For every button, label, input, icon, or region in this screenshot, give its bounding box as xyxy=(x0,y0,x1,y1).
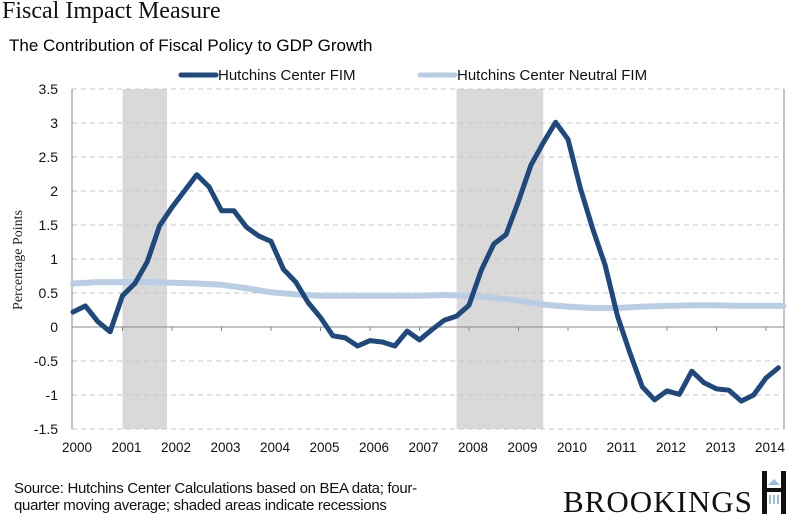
x-tick-label: 2005 xyxy=(310,439,340,455)
x-tick-label: 2007 xyxy=(409,439,439,455)
brookings-logo-icon xyxy=(762,471,786,514)
source-line-2: quarter moving average; shaded areas ind… xyxy=(14,497,387,514)
page-title: Fiscal Impact Measure xyxy=(2,0,221,24)
brookings-wordmark: BROOKINGS xyxy=(563,484,753,519)
x-tick-label: 2000 xyxy=(62,439,92,455)
y-tick-label: -1.5 xyxy=(34,421,58,437)
x-tick-label: 2011 xyxy=(607,439,637,455)
chart-title: The Contribution of Fiscal Policy to GDP… xyxy=(9,36,373,55)
y-tick-label: 2 xyxy=(50,183,58,199)
x-tick-label: 2001 xyxy=(112,439,142,455)
y-tick-label: 3 xyxy=(50,115,58,131)
x-tick-label: 2006 xyxy=(359,439,389,455)
x-tick-label: 2004 xyxy=(260,439,290,455)
series-lines xyxy=(70,119,787,404)
y-axis-label: Percentage Points xyxy=(11,210,26,310)
x-tick-label: 2014 xyxy=(755,439,785,455)
series-line-neutral-fim xyxy=(70,279,787,311)
y-tick-label: 0 xyxy=(50,319,58,335)
source-line-1: Source: Hutchins Center Calculations bas… xyxy=(14,480,417,497)
x-tick-label: 2012 xyxy=(656,439,686,455)
series-line-fim xyxy=(70,119,781,404)
x-tick-label: 2002 xyxy=(161,439,191,455)
legend-label: Hutchins Center FIM xyxy=(218,67,356,84)
legend-label: Hutchins Center Neutral FIM xyxy=(457,67,647,84)
x-tick-label: 2009 xyxy=(508,439,538,455)
y-tick-label: 0.5 xyxy=(39,285,59,301)
y-tick-label: 1.5 xyxy=(39,217,59,233)
gridlines xyxy=(72,88,784,430)
y-tick-label: 1 xyxy=(50,251,58,267)
legend: Hutchins Center FIM Hutchins Center Neutr… xyxy=(178,67,647,84)
x-tick-label: 2013 xyxy=(706,439,736,455)
x-tick-label: 2010 xyxy=(557,439,587,455)
y-tick-label: -0.5 xyxy=(34,353,58,369)
x-tick-label: 2003 xyxy=(211,439,241,455)
source-note: Source: Hutchins Center Calculations bas… xyxy=(14,480,444,514)
y-tick-label: 3.5 xyxy=(39,81,59,97)
y-tick-label: 2.5 xyxy=(39,149,59,165)
y-tick-label: -1 xyxy=(46,387,59,403)
x-tick-label: 2008 xyxy=(458,439,488,455)
